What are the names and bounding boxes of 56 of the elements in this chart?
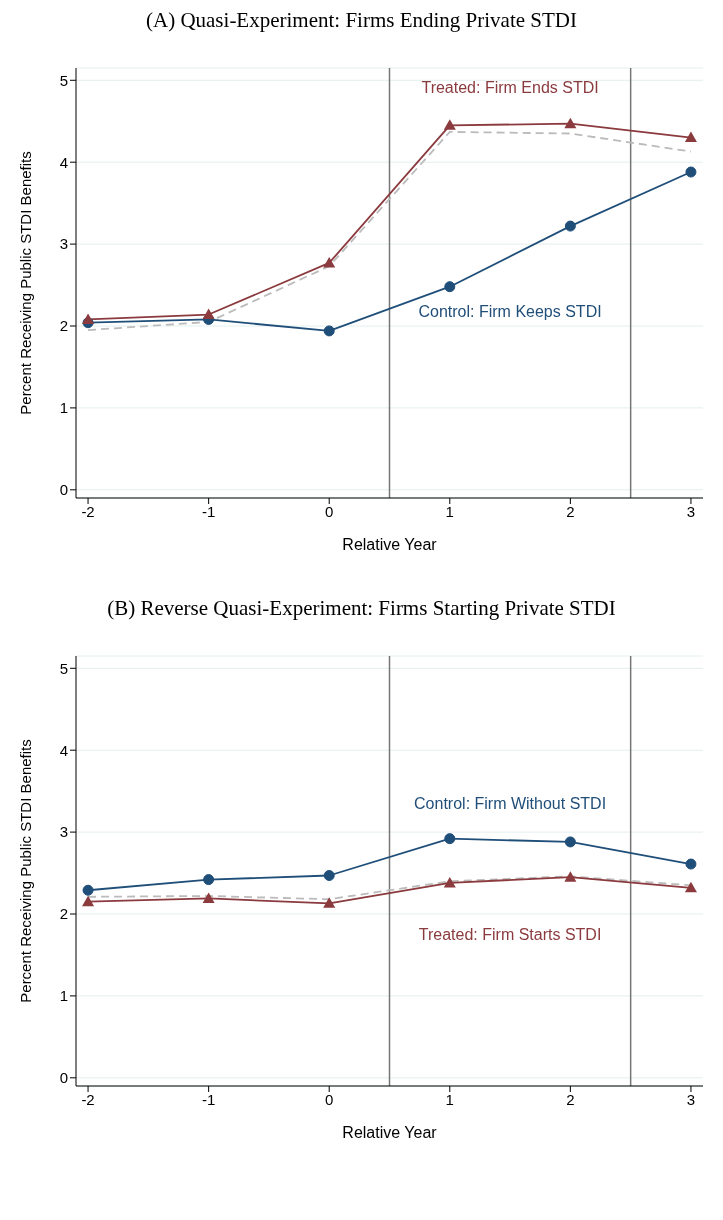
y-tick-label: 0: [59, 1069, 68, 1087]
point: [444, 281, 456, 293]
point: [443, 119, 456, 130]
y-tick-label: 0: [59, 481, 68, 499]
point: [323, 870, 335, 882]
x-tick-label: 0: [325, 502, 334, 520]
y-tick-label: 5: [59, 659, 68, 677]
point: [685, 858, 697, 870]
point: [203, 874, 215, 886]
point: [82, 895, 95, 907]
y-axis-title: Percent Receiving Public STDI Benefits: [17, 739, 35, 1003]
x-tick-label: 3: [686, 1090, 696, 1108]
x-tick-label: 0: [325, 1090, 334, 1108]
point: [443, 876, 456, 888]
x-tick-label: 1: [445, 502, 454, 520]
y-tick-label: 3: [59, 823, 68, 841]
y-tick-label: 4: [59, 741, 68, 759]
point: [202, 308, 215, 320]
annotation: Control: Firm Keeps STDI: [418, 302, 602, 320]
point: [202, 892, 215, 903]
annotation: Treated: Firm Ends STDI: [421, 78, 599, 96]
point: [564, 220, 576, 232]
x-tick-label: -1: [201, 1090, 216, 1108]
y-axis-title: Percent Receiving Public STDI Benefits: [17, 151, 35, 415]
point: [444, 833, 456, 845]
chart-title: (A) Quasi-Experiment: Firms Ending Private STDI: [145, 8, 578, 34]
x-tick-label: 2: [566, 502, 575, 520]
point: [323, 897, 336, 908]
annotation: Control: Firm Without STDI: [414, 794, 607, 812]
point: [684, 131, 697, 143]
y-tick-label: 1: [59, 399, 68, 417]
x-tick-label: 2: [566, 1090, 575, 1108]
x-tick-label: -2: [81, 1090, 95, 1108]
y-tick-label: 4: [59, 153, 68, 171]
point: [564, 117, 577, 129]
y-tick-label: 3: [59, 235, 68, 253]
annotation: Treated: Firm Starts STDI: [418, 926, 602, 944]
point: [564, 871, 577, 882]
y-tick-label: 2: [59, 317, 68, 335]
x-axis-title: Relative Year: [342, 1124, 438, 1141]
x-tick-label: 3: [686, 502, 696, 520]
point: [323, 325, 335, 337]
point: [564, 836, 576, 848]
point: [684, 881, 697, 893]
x-tick-label: 1: [445, 1090, 454, 1108]
x-tick-label: -1: [201, 502, 216, 520]
x-tick-label: -2: [81, 502, 95, 520]
chart-title: (B) Reverse Quasi-Experiment: Firms Starting Private STDI: [106, 596, 617, 622]
point: [82, 884, 94, 896]
y-tick-label: 1: [59, 987, 68, 1005]
y-tick-label: 5: [59, 71, 68, 89]
x-axis-title: Relative Year: [342, 536, 438, 553]
y-tick-label: 2: [59, 905, 68, 923]
point: [323, 256, 336, 268]
point: [685, 166, 697, 178]
point: [82, 313, 95, 324]
